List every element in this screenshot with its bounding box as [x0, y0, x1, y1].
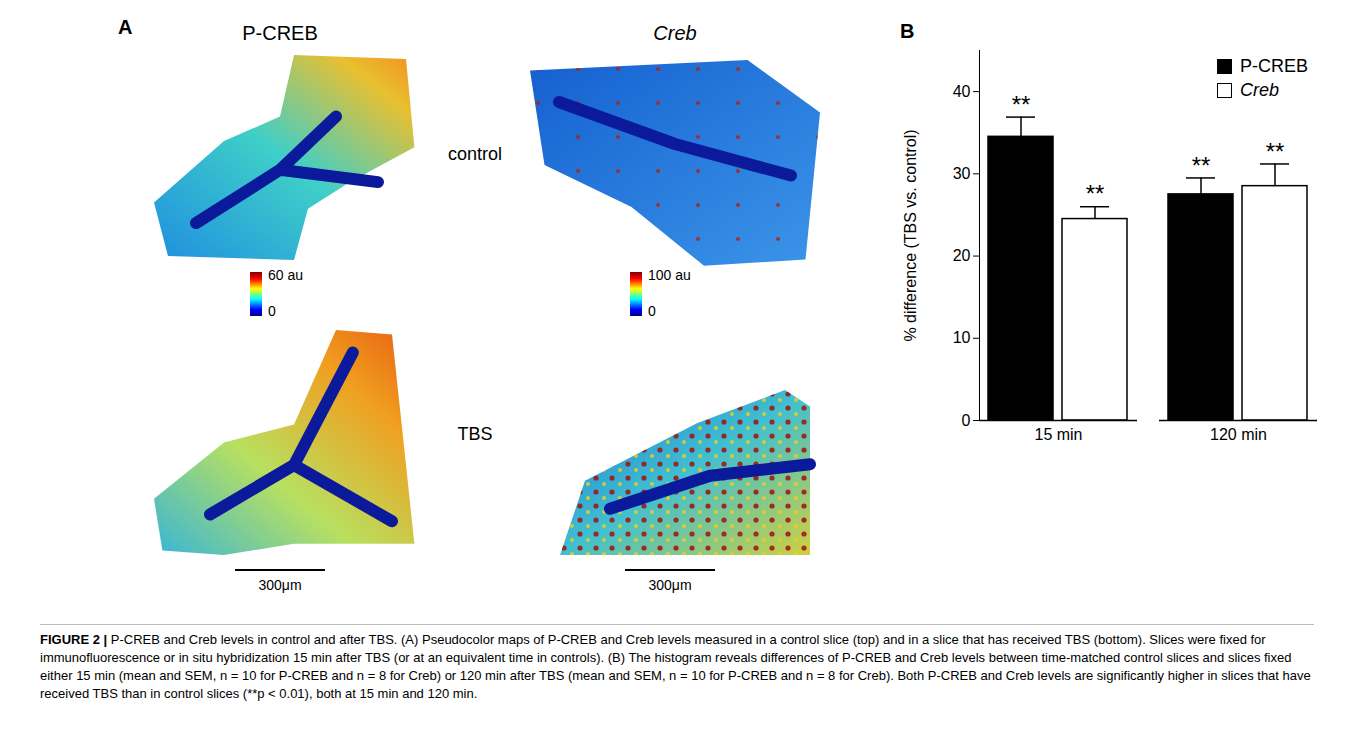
svg-text:Creb: Creb — [653, 22, 696, 44]
svg-text:300μm: 300μm — [648, 577, 691, 593]
svg-text:20: 20 — [953, 247, 971, 264]
html-text:B: B — [900, 20, 915, 42]
svg-text:**: ** — [1012, 91, 1031, 118]
svg-text:control: control — [448, 144, 502, 164]
svg-text:A: A — [118, 16, 132, 38]
svg-text:**: ** — [1192, 152, 1211, 179]
svg-text:15 min: 15 min — [1034, 426, 1082, 443]
html-text:Creb: Creb — [1240, 80, 1279, 100]
svg-text:300μm: 300μm — [258, 577, 301, 593]
svg-text:10: 10 — [953, 329, 971, 346]
svg-text:60 au: 60 au — [268, 267, 303, 283]
svg-text:30: 30 — [953, 165, 971, 182]
html-text:P-CREB: P-CREB — [1240, 56, 1308, 76]
svg-text:0: 0 — [962, 412, 971, 429]
svg-text:**: ** — [1266, 138, 1285, 165]
html-text:FIGURE 2 | P-CREB and Creb lev: FIGURE 2 | P-CREB and Creb levels in con… — [40, 632, 1311, 701]
svg-text:40: 40 — [953, 83, 971, 100]
svg-text:120 min: 120 min — [1210, 426, 1267, 443]
svg-text:P-CREB: P-CREB — [242, 22, 318, 44]
svg-text:**: ** — [1086, 180, 1105, 207]
svg-text:TBS: TBS — [457, 424, 492, 444]
svg-text:100 au: 100 au — [648, 267, 691, 283]
svg-text:0: 0 — [648, 303, 656, 319]
svg-text:% difference (TBS vs. control): % difference (TBS vs. control) — [902, 129, 919, 341]
svg-text:0: 0 — [268, 303, 276, 319]
